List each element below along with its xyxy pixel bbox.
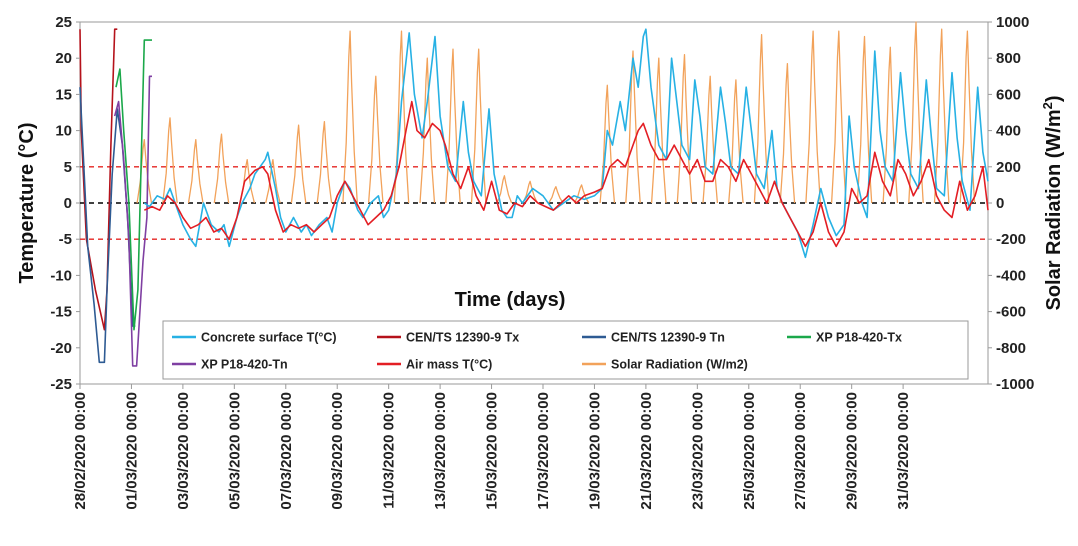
legend-label-concrete-surface-t-c: Concrete surface T(°C) xyxy=(201,331,337,345)
x-tick-label: 11/03/2020 00:00 xyxy=(381,392,398,509)
series-line-concrete-surface-t-c xyxy=(143,28,989,259)
legend-label-air-mass-t-c: Air mass T(°C) xyxy=(406,358,492,372)
solar-spike-15 xyxy=(522,180,538,204)
temperature-series xyxy=(79,28,989,367)
y2-tick-label: 200 xyxy=(996,159,1021,176)
x-axis-title: Time (days) xyxy=(455,289,566,311)
x-tick-label: 05/03/2020 00:00 xyxy=(226,392,243,510)
solar-spike-13 xyxy=(470,48,487,204)
y-tick-label: 0 xyxy=(64,195,72,212)
solar-spike-9 xyxy=(367,75,384,204)
y2-tick-label: -600 xyxy=(996,304,1026,321)
y-tick-label: -15 xyxy=(50,304,72,321)
solar-spike-31 xyxy=(933,28,950,204)
legend-label-cen-ts-12390-9-tx: CEN/TS 12390-9 Tx xyxy=(406,331,519,345)
solar-spike-32 xyxy=(959,30,976,204)
y-tick-label: -20 xyxy=(50,340,72,357)
reference-lines xyxy=(80,166,988,240)
solar-spike-1 xyxy=(162,117,178,204)
x-tick-label: 07/03/2020 00:00 xyxy=(278,392,295,510)
y-tick-label: 25 xyxy=(55,14,72,31)
x-tick-label: 23/03/2020 00:00 xyxy=(689,392,706,510)
solar-spike-5 xyxy=(265,158,281,204)
solar-spike-30 xyxy=(908,21,924,204)
solar-spike-6 xyxy=(290,124,307,204)
legend-label-xp-p18-420-tx: XP P18-420-Tx xyxy=(816,331,902,345)
solar-spike-8 xyxy=(342,30,358,204)
y2-tick-label: 400 xyxy=(996,123,1021,140)
x-tick-label: 25/03/2020 00:00 xyxy=(741,392,758,510)
solar-spike-27 xyxy=(830,30,847,204)
y-tick-label: 5 xyxy=(64,159,72,176)
legend-box xyxy=(162,320,969,380)
y2-tick-label: 1000 xyxy=(996,14,1029,31)
x-tick-label: 01/03/2020 00:00 xyxy=(123,392,140,510)
legend-label-solar-radiation-w-m2: Solar Radiation (W/m2) xyxy=(611,358,748,372)
x-tick-label: 29/03/2020 00:00 xyxy=(844,392,861,510)
series-line-xp-p18-420-tx xyxy=(115,39,152,331)
y-tick-label: -10 xyxy=(50,267,72,284)
series-line-xp-p18-420-tn xyxy=(113,75,152,367)
x-tick-label: 17/03/2020 00:00 xyxy=(535,392,552,510)
y2-tick-label: -400 xyxy=(996,267,1026,284)
y-axis-right-ticks: 1000 800 600 400 200 0 -200 -400 -600 -800 -1000 xyxy=(988,14,1034,393)
solar-spike-28 xyxy=(856,35,873,204)
y-tick-label: -25 xyxy=(50,376,72,393)
x-tick-label: 09/03/2020 00:00 xyxy=(329,392,346,510)
y2-tick-label: 600 xyxy=(996,86,1021,103)
legend-label-cen-ts-12390-9-tn: CEN/TS 12390-9 Tn xyxy=(611,331,725,345)
y2-tick-label: 800 xyxy=(996,50,1021,67)
series-line-air-mass-t-c xyxy=(143,100,989,248)
y-tick-label: 10 xyxy=(55,123,72,140)
solar-spike-26 xyxy=(805,30,821,204)
solar-spike-11 xyxy=(419,57,436,204)
solar-spike-14 xyxy=(496,175,513,204)
y-tick-label: 20 xyxy=(55,50,72,67)
y-axis-right-title: Solar Radiation (W/m2) xyxy=(1040,95,1065,310)
series-line-cen-ts-12390-9-tx xyxy=(79,28,118,331)
y2-tick-label: -200 xyxy=(996,231,1026,248)
y2-tick-label: 0 xyxy=(996,195,1004,212)
x-tick-label: 21/03/2020 00:00 xyxy=(638,392,655,510)
y-axis-left-ticks: 25 20 15 10 5 0 -5 -10 -15 -20 -25 xyxy=(50,14,80,393)
y-tick-label: 15 xyxy=(55,86,72,103)
solar-spike-18 xyxy=(599,84,616,204)
x-tick-label: 03/03/2020 00:00 xyxy=(175,392,192,510)
x-tick-label: 13/03/2020 00:00 xyxy=(432,392,449,510)
solar-spike-7 xyxy=(316,120,333,204)
solar-spike-3 xyxy=(213,133,230,204)
x-axis-ticks: 28/02/2020 00:00 01/03/2020 00:00 03/03/20… xyxy=(72,384,912,510)
x-tick-label: 19/03/2020 00:00 xyxy=(586,392,603,510)
x-tick-label: 15/03/2020 00:00 xyxy=(484,392,501,510)
solar-spike-16 xyxy=(548,186,564,204)
y-axis-left-title: Temperature (°C) xyxy=(16,123,38,284)
solar-spike-19 xyxy=(625,50,641,204)
solar-spike-24 xyxy=(753,34,770,204)
solar-spike-2 xyxy=(187,139,204,204)
legend-label-xp-p18-420-tn: XP P18-420-Tn xyxy=(201,358,288,372)
legend: Concrete surface T(°C) CEN/TS 12390-9 Tx C… xyxy=(162,320,969,380)
solar-spike-10 xyxy=(393,30,410,204)
solar-radiation-series xyxy=(136,21,976,204)
solar-spike-25 xyxy=(779,62,796,204)
y2-tick-label: -1000 xyxy=(996,376,1034,393)
y-tick-label: -5 xyxy=(59,231,72,248)
x-tick-label: 31/03/2020 00:00 xyxy=(895,392,912,510)
y2-tick-label: -800 xyxy=(996,340,1026,357)
legend-items: Concrete surface T(°C) CEN/TS 12390-9 Tx C… xyxy=(172,331,902,372)
x-tick-label: 28/02/2020 00:00 xyxy=(72,392,89,510)
x-tick-label: 27/03/2020 00:00 xyxy=(792,392,809,510)
